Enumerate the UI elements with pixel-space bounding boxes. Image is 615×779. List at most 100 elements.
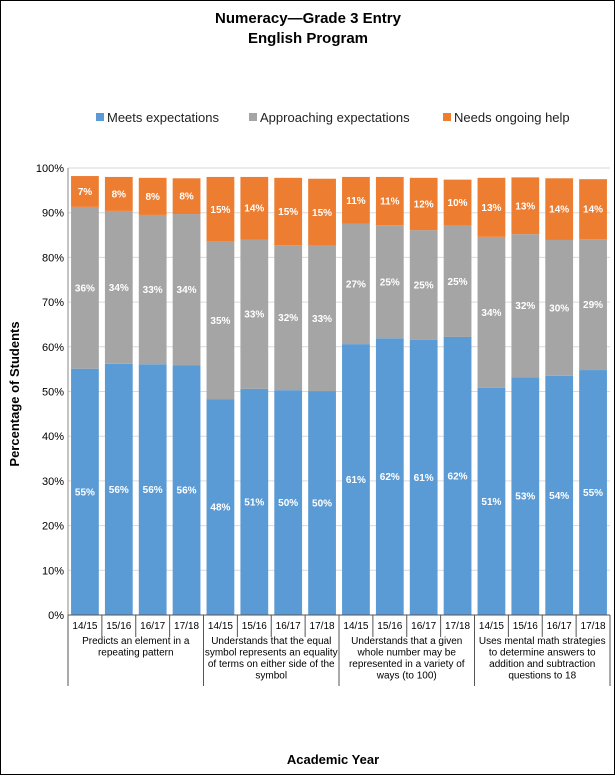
data-label: 13% <box>515 201 535 212</box>
x-tick-label: 17/18 <box>310 621 335 632</box>
group-label-line: questions to 18 <box>508 671 576 682</box>
bar-segment <box>172 214 201 366</box>
bar-segment <box>511 377 540 615</box>
bar-segment <box>342 344 370 615</box>
data-label: 29% <box>583 300 603 311</box>
bars: 55% 36% 7% 56% 34% 8% 56% 33% 8% 56% 34% 8% 48% 35% 15… <box>71 176 607 615</box>
group-label-line: Understands that the equal <box>211 636 331 647</box>
bar-segment <box>579 370 607 615</box>
data-label: 50% <box>278 498 298 509</box>
data-label: 11% <box>380 197 400 208</box>
bar-segment <box>240 388 269 615</box>
data-label: 61% <box>414 473 434 484</box>
bar-segment <box>342 176 370 224</box>
y-axis-title: Percentage of Students <box>7 321 22 466</box>
group-label-line: addition and subtraction <box>489 659 595 670</box>
data-label: 14% <box>244 204 264 215</box>
legend-swatch-0 <box>96 113 104 121</box>
data-label: 56% <box>109 485 129 496</box>
bar-segment <box>240 239 269 389</box>
data-label: 32% <box>278 313 298 324</box>
bar-segment <box>172 365 201 615</box>
bar-segment <box>240 176 269 240</box>
bar-segment <box>274 390 303 615</box>
data-label: 8% <box>145 192 160 203</box>
bar-segment <box>71 368 99 615</box>
data-label: 62% <box>448 471 468 482</box>
bar-segment <box>477 236 506 388</box>
x-tick-label: 15/16 <box>242 621 267 632</box>
data-label: 51% <box>481 497 501 508</box>
x-tick-label: 14/15 <box>72 621 97 632</box>
bar-segment <box>71 206 99 369</box>
group-label: Understands that a given whole number may… <box>349 636 465 682</box>
data-label: 34% <box>177 285 197 296</box>
bar-segment <box>579 179 607 240</box>
x-axis-title: Academic Year <box>287 752 379 767</box>
bar-segment <box>511 177 540 235</box>
bar-segment <box>274 245 303 391</box>
bar-segment <box>375 176 404 226</box>
bar-segment <box>375 338 404 615</box>
group-label-line: ways (to 100) <box>376 671 437 682</box>
x-tick-label: 15/16 <box>106 621 131 632</box>
bar-segment <box>409 177 438 231</box>
data-label: 8% <box>179 192 194 203</box>
y-tick-label: 100% <box>36 163 64 175</box>
group-label-line: Uses mental math strategies <box>479 636 606 647</box>
legend-swatch-1 <box>249 113 257 121</box>
bar-segment <box>308 391 336 615</box>
group-label-line: represented in a variety of <box>349 659 465 670</box>
y-tick-label: 80% <box>42 252 64 264</box>
data-label: 34% <box>109 283 129 294</box>
group-label-line: whole number may be <box>357 648 457 659</box>
data-label: 55% <box>75 487 95 498</box>
y-tick-label: 30% <box>42 476 64 488</box>
bar-segment <box>545 178 574 240</box>
data-label: 30% <box>549 303 569 314</box>
group-label: Uses mental math strategies to determine … <box>479 636 606 682</box>
chart-title: Numeracy—Grade 3 Entry <box>215 10 402 27</box>
bar-segment <box>308 245 336 392</box>
x-tick-label: 15/16 <box>513 621 538 632</box>
group-label-line: symbol <box>255 671 287 682</box>
y-tick-label: 20% <box>42 521 64 533</box>
bar-segment <box>409 230 438 340</box>
data-label: 33% <box>244 310 264 321</box>
bar-segment <box>511 234 540 378</box>
x-tick-label: 17/18 <box>581 621 606 632</box>
data-label: 15% <box>312 208 332 219</box>
group-label-line: to determine answers to <box>489 648 596 659</box>
group-label-line: of terms on either side of the <box>208 659 335 670</box>
data-label: 32% <box>515 301 535 312</box>
legend-label-0: Meets expectations <box>107 110 220 125</box>
data-label: 55% <box>583 488 603 499</box>
data-label: 15% <box>210 205 230 216</box>
bar-segment <box>206 241 235 400</box>
data-label: 54% <box>549 491 569 502</box>
x-tick-label: 15/16 <box>377 621 402 632</box>
group-label-line: symbol represents an equality <box>205 648 338 659</box>
bar-segment <box>104 363 133 615</box>
bar-segment <box>545 239 574 376</box>
data-label: 56% <box>177 486 197 497</box>
y-tick-label: 10% <box>42 565 64 577</box>
x-tick-label: 16/17 <box>140 621 165 632</box>
data-label: 50% <box>312 499 332 510</box>
bar-segment <box>443 179 472 226</box>
data-label: 14% <box>549 205 569 216</box>
legend: Meets expectations Approaching expectatio… <box>96 110 570 125</box>
data-label: 25% <box>414 280 434 291</box>
bar-segment <box>375 225 404 339</box>
data-label: 48% <box>210 503 230 514</box>
y-tick-label: 40% <box>42 431 64 443</box>
data-label: 35% <box>210 316 230 327</box>
y-tick-label: 50% <box>42 387 64 399</box>
x-tick-label: 16/17 <box>276 621 301 632</box>
bar-segment <box>71 176 99 207</box>
group-label-line: Predicts an element in a <box>82 636 190 647</box>
x-tick-label: 17/18 <box>445 621 470 632</box>
data-label: 12% <box>414 199 434 210</box>
